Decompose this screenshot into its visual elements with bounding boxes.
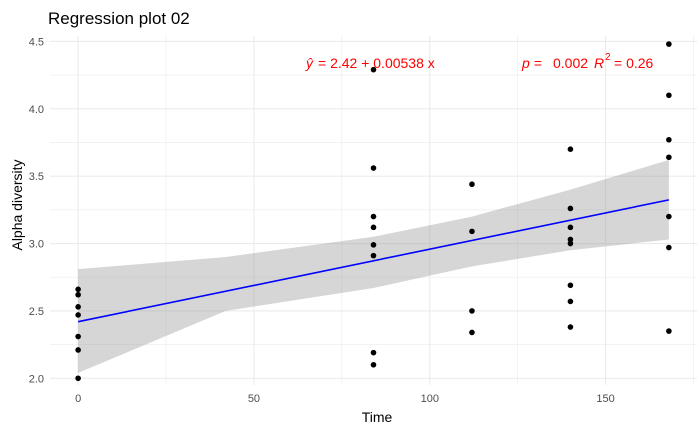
data-point xyxy=(567,224,574,231)
r2-label: R xyxy=(594,55,604,71)
data-point xyxy=(75,333,81,340)
data-point xyxy=(567,205,574,212)
data-point xyxy=(370,252,377,259)
data-point xyxy=(75,304,81,310)
y-tick-label: 4.0 xyxy=(29,104,44,116)
regression-line xyxy=(77,199,670,323)
x-tick-label: 0 xyxy=(75,393,81,405)
data-point xyxy=(370,213,377,220)
data-point xyxy=(75,347,81,353)
data-point xyxy=(469,181,475,188)
y-tick-label: 3.0 xyxy=(29,239,44,251)
data-point xyxy=(75,291,81,298)
data-points xyxy=(75,41,672,382)
p-label: p = xyxy=(521,55,542,71)
regression-line-layer xyxy=(77,199,670,323)
r2-superscript: 2 xyxy=(605,52,611,63)
confidence-band xyxy=(78,159,669,373)
r2-value: = 0.26 xyxy=(614,55,654,71)
data-point xyxy=(370,224,377,231)
equation-yhat: ŷ xyxy=(305,55,314,71)
x-tick-label: 150 xyxy=(596,393,614,405)
data-point xyxy=(567,236,574,243)
x-axis-title: Time xyxy=(362,409,393,425)
data-point xyxy=(567,282,574,289)
data-point xyxy=(469,329,475,336)
chart-title: Regression plot 02 xyxy=(48,9,190,28)
data-point xyxy=(75,375,81,382)
x-tick-label: 50 xyxy=(248,393,260,405)
data-point xyxy=(666,41,672,47)
axis-ticks: 0 50 100 150 2.0 2.5 3.0 3.5 4.0 4.5 xyxy=(29,36,615,405)
equation-text: = 2.42 + 0.00538 x xyxy=(318,55,435,71)
data-point xyxy=(666,154,672,161)
data-point xyxy=(370,361,377,368)
y-tick-label: 2.5 xyxy=(29,306,44,318)
stats-annotation: p = 0.002 R 2 = 0.26 xyxy=(521,52,654,71)
data-point xyxy=(370,242,377,248)
data-point xyxy=(75,312,81,318)
y-tick-label: 2.0 xyxy=(29,373,44,385)
data-point xyxy=(567,146,574,152)
y-tick-label: 3.5 xyxy=(29,171,44,183)
data-point xyxy=(370,66,377,73)
data-point xyxy=(469,228,475,235)
x-tick-label: 100 xyxy=(421,393,439,405)
data-point xyxy=(666,92,672,99)
data-point xyxy=(666,328,672,334)
data-point xyxy=(567,324,574,330)
confidence-band-area xyxy=(78,159,669,373)
y-tick-label: 4.5 xyxy=(29,36,44,48)
grid-lines xyxy=(50,36,697,385)
data-point xyxy=(567,298,574,305)
data-point xyxy=(370,349,377,356)
data-point xyxy=(666,244,672,251)
data-point xyxy=(666,136,672,143)
equation-annotation: ŷ = 2.42 + 0.00538 x xyxy=(305,55,435,71)
y-axis-title: Alpha diversity xyxy=(9,159,25,250)
p-value: 0.002 xyxy=(553,55,588,71)
data-point xyxy=(75,286,81,293)
data-point xyxy=(469,308,475,314)
data-point xyxy=(567,240,574,247)
data-point xyxy=(666,213,672,220)
data-point xyxy=(370,165,377,171)
